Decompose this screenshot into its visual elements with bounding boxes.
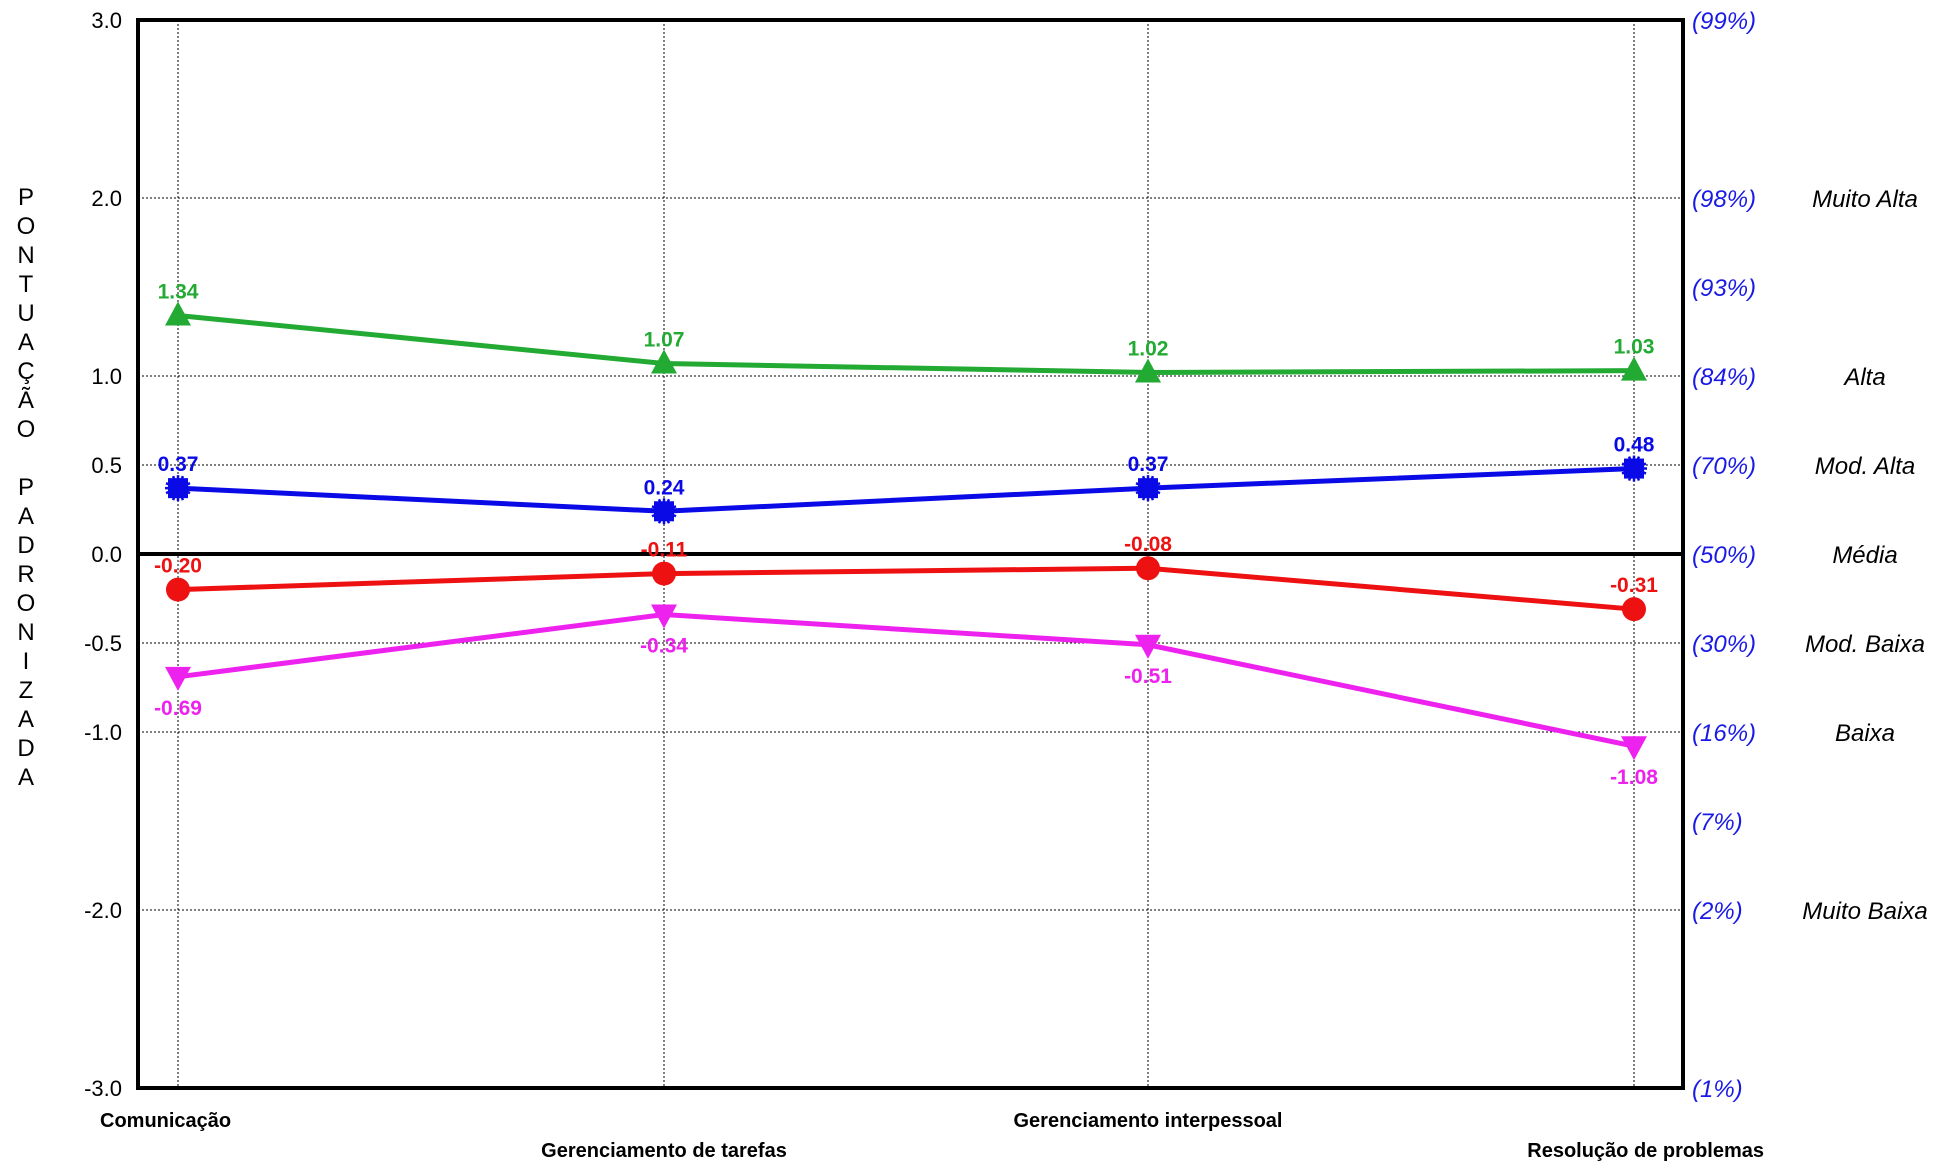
data-label: -1.08	[1610, 766, 1658, 789]
x-category-label: Comunicação	[100, 1110, 231, 1132]
percentile-label: (2%)	[1692, 898, 1743, 925]
data-label: 1.34	[158, 280, 199, 303]
star-marker-ray	[1135, 482, 1161, 495]
data-label: 1.07	[644, 329, 685, 352]
axis-layer: 3.0 2.0 1.0 0.5 0.0 -0.5 -1.0 -2.0 -3.0 (99%) (98%…	[17, 8, 1928, 1161]
y-axis-title-letter: P	[18, 474, 34, 501]
data-label: 0.37	[1128, 453, 1169, 476]
data-point	[165, 475, 191, 502]
y-tick-label: 0.5	[91, 453, 122, 478]
y-axis-title-letter: N	[17, 242, 34, 269]
series-line	[177, 312, 1635, 375]
x-category-label: Resolução de problemas	[1527, 1140, 1764, 1161]
y-tick-label: -2.0	[84, 898, 122, 923]
y-axis-title-letter: A	[18, 329, 34, 356]
band-label: Alta	[1842, 364, 1885, 391]
data-point	[651, 349, 677, 374]
x-category-label: Gerenciamento de tarefas	[541, 1140, 787, 1161]
band-label: Baixa	[1835, 720, 1895, 747]
star-marker-ray	[651, 505, 677, 518]
y-axis-title-letter: O	[17, 213, 36, 240]
percentile-label: (99%)	[1692, 8, 1756, 35]
y-tick-label: -0.5	[84, 631, 122, 656]
data-label: 1.02	[1128, 337, 1169, 360]
band-label: Muito Alta	[1812, 186, 1918, 213]
data-label: 0.24	[644, 476, 685, 499]
band-label: Mod. Baixa	[1805, 631, 1925, 658]
band-label: Média	[1832, 542, 1897, 569]
y-axis-title-letter: T	[19, 271, 34, 298]
percentile-label: (93%)	[1692, 275, 1756, 302]
data-point	[1622, 597, 1646, 622]
star-marker-ray	[165, 482, 191, 495]
data-label: -0.20	[154, 555, 202, 578]
y-axis-title-letter: A	[18, 706, 34, 733]
data-label: 1.03	[1614, 336, 1655, 359]
y-axis-title-letter: O	[17, 416, 36, 443]
series-line	[177, 612, 1635, 749]
series-layer	[165, 301, 1647, 761]
y-axis-title-letter: P	[18, 184, 34, 211]
y-axis-title-letter: I	[23, 648, 30, 675]
data-label: -0.69	[154, 697, 202, 720]
percentile-label: (50%)	[1692, 542, 1756, 569]
data-point	[1621, 455, 1647, 482]
y-axis-title-letter: A	[18, 503, 34, 530]
y-axis-title-letter: O	[17, 590, 36, 617]
data-point	[165, 301, 191, 326]
data-label: 0.37	[158, 453, 199, 476]
percentile-label: (98%)	[1692, 186, 1756, 213]
data-point	[166, 577, 190, 602]
y-axis-title-letter: U	[17, 300, 34, 327]
data-point	[651, 498, 677, 525]
y-axis-title-letter: N	[17, 619, 34, 646]
band-label: Mod. Alta	[1815, 453, 1916, 480]
data-point	[1136, 556, 1160, 581]
percentile-label: (84%)	[1692, 364, 1756, 391]
data-label: -0.34	[640, 635, 688, 658]
y-tick-label: 3.0	[91, 8, 122, 33]
series-line	[177, 565, 1635, 612]
y-tick-label: -1.0	[84, 720, 122, 745]
plot-frame	[136, 18, 1685, 1090]
y-axis-title-letter: Z	[19, 677, 34, 704]
data-point	[1135, 475, 1161, 502]
data-point	[1135, 358, 1161, 383]
data-label: -0.08	[1124, 533, 1172, 556]
x-category-label: Gerenciamento interpessoal	[1014, 1110, 1283, 1132]
y-axis-title-letter: Ç	[17, 358, 34, 385]
data-point	[652, 561, 676, 586]
band-label: Muito Baixa	[1802, 898, 1927, 925]
label-layer: 1.34 1.07 1.02 1.03 0.37 0.24 0.37 0.48 -0.20 -0.…	[154, 280, 1658, 789]
y-tick-label: 1.0	[91, 364, 122, 389]
data-label: -0.31	[1610, 574, 1658, 597]
percentile-label: (7%)	[1692, 809, 1743, 836]
data-point	[1135, 634, 1161, 659]
y-axis-title-letter: D	[17, 735, 34, 762]
y-axis-title-letter: R	[17, 561, 34, 588]
percentile-label: (16%)	[1692, 720, 1756, 747]
y-axis-title-letter: A	[18, 764, 34, 791]
series-line	[177, 466, 1635, 514]
data-label: 0.48	[1614, 434, 1655, 457]
y-tick-label: -3.0	[84, 1076, 122, 1101]
data-point	[1621, 736, 1647, 761]
y-tick-label: 2.0	[91, 186, 122, 211]
star-marker-ray	[1621, 462, 1647, 475]
y-axis-title-letter: D	[17, 532, 34, 559]
percentile-label: (30%)	[1692, 631, 1756, 658]
data-point	[651, 604, 677, 629]
data-label: -0.11	[641, 539, 688, 562]
y-axis-title-letter: Ã	[18, 387, 34, 414]
percentile-label: (70%)	[1692, 453, 1756, 480]
data-label: -0.51	[1124, 665, 1172, 688]
data-point	[1621, 356, 1647, 381]
data-point	[165, 666, 191, 691]
y-tick-label: 0.0	[91, 542, 122, 567]
percentile-label: (1%)	[1692, 1076, 1743, 1103]
